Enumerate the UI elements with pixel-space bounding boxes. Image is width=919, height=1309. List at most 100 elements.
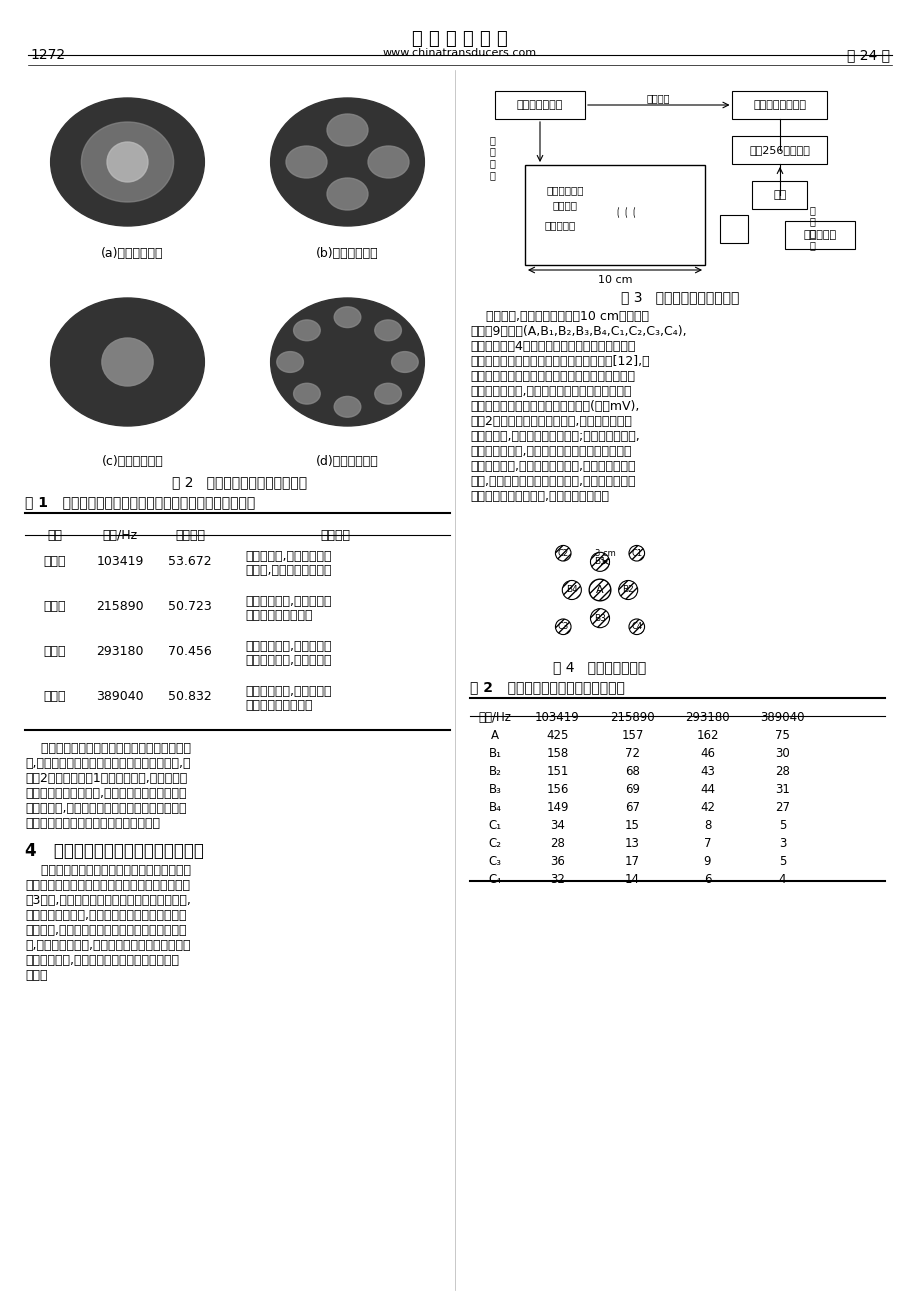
Text: 布置了9个测点(A,B₁,B₂,B₃,B₄,C₁,C₂,C₃,C₄),: 布置了9个测点(A,B₁,B₂,B₃,B₄,C₁,C₂,C₃,C₄), [470,325,686,338]
Circle shape [629,546,644,562]
Text: 最大,而在二阶到四阶固有频率下,振动位移极大值: 最大,而在二阶到四阶固有频率下,振动位移极大值 [470,475,635,488]
Text: 67: 67 [624,801,640,814]
Text: 293180: 293180 [96,645,143,658]
Text: 示波器显示并记录: 示波器显示并记录 [753,99,806,110]
Text: B4: B4 [565,585,577,594]
Ellipse shape [391,352,418,372]
Text: B2: B2 [621,585,633,594]
Text: 17: 17 [624,855,640,868]
Text: 75: 75 [774,729,789,742]
Text: 13: 13 [624,836,640,850]
Text: 151: 151 [546,764,568,778]
Circle shape [588,579,610,601]
Text: 在实验中,在离压电敏感元件10 cm处端面内: 在实验中,在离压电敏感元件10 cm处端面内 [470,310,648,323]
Text: 28: 28 [550,836,564,850]
FancyBboxPatch shape [784,221,854,249]
Circle shape [590,609,609,628]
Text: 分散在边缘八个区域: 分散在边缘八个区域 [244,699,312,712]
Text: 函数信号发生器: 函数信号发生器 [516,99,562,110]
Text: 声换能器接收,并经过滤波、取均值后被显示和: 声换能器接收,并经过滤波、取均值后被显示和 [25,954,179,967]
Text: (d)四阶振动模态: (d)四阶振动模态 [316,456,379,469]
Text: B3: B3 [594,614,606,623]
Text: C₁: C₁ [488,819,501,833]
Text: 4: 4 [777,873,786,886]
Text: 157: 157 [620,729,643,742]
Text: 158: 158 [546,747,568,761]
Circle shape [590,552,609,571]
Ellipse shape [270,98,424,226]
Text: 幅极大值点,在二阶和四阶振动模态中有几个振幅: 幅极大值点,在二阶和四阶振动模态中有几个振幅 [25,802,187,816]
Text: 389040: 389040 [759,711,804,724]
Ellipse shape [293,319,320,340]
Text: 9: 9 [703,855,710,868]
Text: C₃: C₃ [488,855,501,868]
Text: 7: 7 [703,836,710,850]
Text: 5: 5 [778,819,786,833]
Text: 72: 72 [624,747,640,761]
Text: 69: 69 [624,783,640,796]
Text: 4   压电陶瓷圆片辐射声指向性和能量: 4 压电陶瓷圆片辐射声指向性和能量 [25,842,204,860]
Text: 42: 42 [699,801,714,814]
Text: 频率/Hz: 频率/Hz [102,529,138,542]
Ellipse shape [334,397,360,418]
Text: 28: 28 [774,764,789,778]
Text: (c)三阶振动模态: (c)三阶振动模态 [101,456,164,469]
Ellipse shape [270,298,424,425]
Ellipse shape [51,98,204,226]
Text: 50.723: 50.723 [168,600,211,613]
Text: 44: 44 [699,783,714,796]
Text: 表 2   各阶固有频率下各测点电压幅值: 表 2 各阶固有频率下各测点电压幅值 [470,679,624,694]
FancyBboxPatch shape [494,92,584,119]
Text: 源,其声辐射平面上等效各点声源有相同的振幅,但: 源,其声辐射平面上等效各点声源有相同的振幅,但 [25,757,190,770]
Text: A: A [491,729,498,742]
Ellipse shape [334,306,360,327]
FancyBboxPatch shape [732,136,826,164]
Text: 测点分布如图4所示。由于埋入混凝土中的压电陶: 测点分布如图4所示。由于埋入混凝土中的压电陶 [470,340,635,353]
Text: 43: 43 [699,764,714,778]
Text: 103419: 103419 [535,711,579,724]
Text: 脉冲波被分成两路,一路作为触发信号触发示波器: 脉冲波被分成两路,一路作为触发信号触发示波器 [25,908,187,922]
Text: 四阶弯曲振动,振幅极大值: 四阶弯曲振动,振幅极大值 [244,685,331,698]
Text: (a)一阶振动模态: (a)一阶振动模态 [101,247,164,260]
Text: 68: 68 [624,764,640,778]
Text: 传 感 技 术 学 报: 传 感 技 术 学 报 [412,30,507,48]
Text: A: A [596,585,603,596]
Text: 瓷圆片各阶固有频率与其在自由状态下相同[12],利: 瓷圆片各阶固有频率与其在自由状态下相同[12],利 [470,355,649,368]
Text: C₂: C₂ [488,836,501,850]
Circle shape [629,619,644,635]
Text: 电压值最大,即该点的声能量最大;而在模态分析中,: 电压值最大,即该点的声能量最大;而在模态分析中, [470,429,639,442]
Text: 采集数据,另一路激励埋入混凝土中的压电陶瓷圆: 采集数据,另一路激励埋入混凝土中的压电陶瓷圆 [25,924,187,937]
Text: B₄: B₄ [488,801,501,814]
Text: B₂: B₂ [488,764,501,778]
Ellipse shape [286,147,326,178]
Text: 425: 425 [546,729,568,742]
Ellipse shape [374,384,401,404]
Text: 8: 8 [703,819,710,833]
Text: 53.672: 53.672 [168,555,211,568]
Text: 389040: 389040 [96,690,143,703]
Text: B1: B1 [594,558,606,567]
Ellipse shape [326,114,368,147]
Ellipse shape [326,178,368,209]
Text: 215890: 215890 [96,600,143,613]
Text: 感模块。超声波声场指向性和能量实验测试系统如: 感模块。超声波声场指向性和能量实验测试系统如 [25,880,190,891]
Text: 区域都相对较小且分散,因此辐射能量小。: 区域都相对较小且分散,因此辐射能量小。 [470,490,608,503]
Text: (b)二阶振动模态: (b)二阶振动模态 [316,247,379,260]
Text: 阶数: 阶数 [48,529,62,542]
Text: 215890: 215890 [609,711,654,724]
Text: 32: 32 [550,873,564,886]
Bar [525,165,704,264]
Text: 振型描述: 振型描述 [320,529,349,542]
Text: C4: C4 [630,622,641,631]
FancyBboxPatch shape [732,92,826,119]
Bar [720,215,747,243]
Ellipse shape [368,147,409,178]
Circle shape [555,619,571,635]
Text: 分散在边缘四个区域: 分散在边缘四个区域 [244,609,312,622]
Text: C₄: C₄ [488,873,501,886]
Text: 用接收型压电超声换能器测量了在各阶固有频率下: 用接收型压电超声换能器测量了在各阶固有频率下 [470,370,634,384]
Text: 表 1   自由状态下压电陶瓷圆片前四阶固有频率和振型描述: 表 1 自由状态下压电陶瓷圆片前四阶固有频率和振型描述 [25,495,255,509]
Text: 二阶弯曲振动,振幅极大值: 二阶弯曲振动,振幅极大值 [244,596,331,607]
Ellipse shape [51,298,204,425]
Text: 第四阶: 第四阶 [44,690,66,703]
